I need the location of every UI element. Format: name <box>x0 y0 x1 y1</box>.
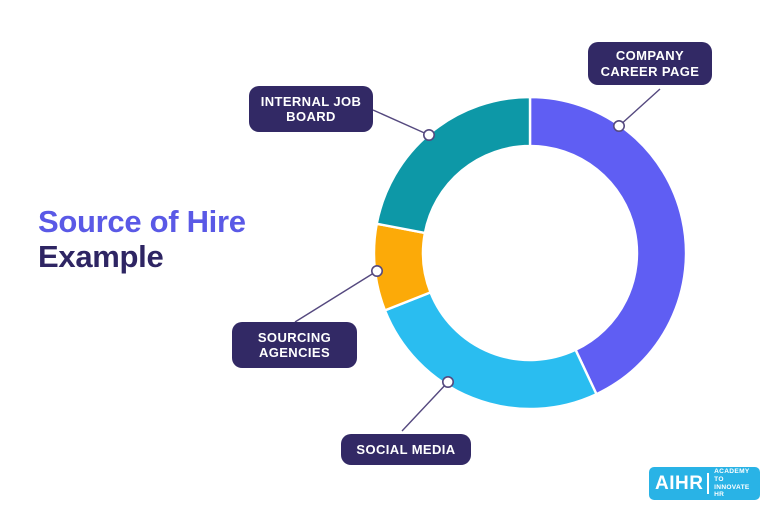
callout-label-internal-job-board: INTERNAL JOB BOARD <box>249 86 373 132</box>
aihr-logo: AIHR ACADEMY TO INNOVATE HR <box>649 467 760 500</box>
donut-segment-social-media <box>383 291 598 411</box>
connector-marker-internal-job-board <box>422 129 435 142</box>
connector-line-company-career-page <box>618 88 661 127</box>
aihr-logo-divider <box>707 473 710 494</box>
donut-segments <box>372 95 688 411</box>
page-title-line2: Example <box>38 239 164 274</box>
aihr-logo-tagline-line2: INNOVATE HR <box>714 483 750 499</box>
aihr-logo-tagline-line1: ACADEMY TO <box>714 468 750 483</box>
callout-label-sourcing-agencies: SOURCING AGENCIES <box>232 322 357 368</box>
connector-marker-social-media <box>441 375 454 388</box>
aihr-logo-wordmark: AIHR <box>655 472 704 494</box>
donut-segment-company-career-page <box>528 95 688 396</box>
aihr-logo-tagline: ACADEMY TO INNOVATE HR <box>714 468 754 498</box>
callout-label-company-career-page: COMPANY CAREER PAGE <box>588 42 712 85</box>
callout-label-social-media: SOCIAL MEDIA <box>341 434 471 465</box>
connector-marker-company-career-page <box>612 120 625 133</box>
page-title: Source of Hire Example <box>38 204 246 274</box>
callout-connectors <box>294 88 661 432</box>
page-title-line1: Source of Hire <box>38 204 246 239</box>
connector-line-internal-job-board <box>372 109 430 136</box>
donut-segment-internal-job-board <box>375 95 532 235</box>
connector-line-sourcing-agencies <box>294 270 378 323</box>
connector-marker-sourcing-agencies <box>370 264 383 277</box>
connector-line-social-media <box>401 381 449 432</box>
